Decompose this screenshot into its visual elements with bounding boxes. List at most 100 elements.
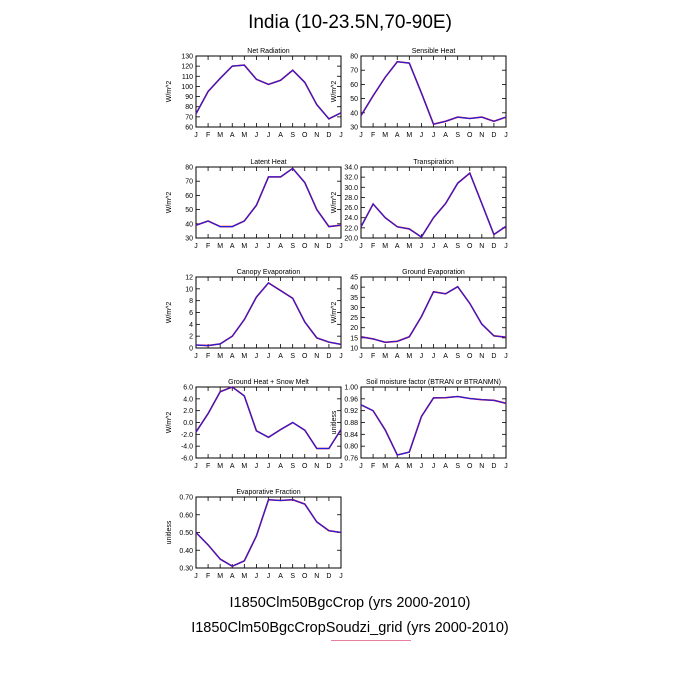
x-tick-label: M: [406, 353, 412, 360]
x-tick-label: O: [302, 132, 308, 139]
x-tick-label: S: [455, 463, 460, 470]
y-tick-label: 110: [182, 74, 193, 81]
x-tick-label: M: [241, 243, 247, 250]
x-tick-label: D: [491, 243, 496, 250]
y-tick-label: 10: [350, 346, 358, 353]
x-tick-label: A: [230, 573, 235, 580]
x-tick-label: M: [217, 132, 223, 139]
plot-frame: [195, 276, 342, 349]
series-line-2: [360, 395, 507, 456]
plot-frame: [360, 55, 507, 128]
x-tick-label: J: [359, 463, 363, 470]
x-tick-label: A: [443, 132, 448, 139]
y-tick-label: 0.76: [344, 456, 358, 463]
y-axis-label: W/m^2: [166, 302, 173, 324]
x-tick-label: D: [326, 243, 331, 250]
x-tick-label: S: [290, 463, 295, 470]
x-tick-label: M: [241, 353, 247, 360]
x-tick-label: J: [267, 573, 271, 580]
x-tick-label: J: [339, 243, 343, 250]
x-tick-label: F: [371, 463, 375, 470]
x-tick-label: S: [455, 132, 460, 139]
x-tick-label: J: [339, 463, 343, 470]
x-tick-label: A: [230, 463, 235, 470]
x-tick-label: O: [302, 573, 308, 580]
x-tick-label: N: [479, 463, 484, 470]
series-line-1: [195, 64, 342, 120]
y-tick-label: 4.0: [183, 396, 193, 403]
x-tick-label: A: [443, 463, 448, 470]
y-tick-label: 2.0: [183, 408, 193, 415]
x-tick-label: N: [314, 573, 319, 580]
y-tick-label: 50: [350, 96, 358, 103]
x-tick-label: S: [290, 132, 295, 139]
y-tick-label: 0.0: [183, 420, 193, 427]
y-tick-label: 60: [185, 193, 193, 200]
panel-ground-heat-snow-melt: Ground Heat + Snow Melt -6.0 -4.0 -2.0 0.0 2.…: [166, 379, 343, 470]
series-line-2: [360, 61, 507, 125]
x-tick-label: J: [432, 132, 436, 139]
x-tick-label: M: [382, 463, 388, 470]
plot-frame: [360, 276, 507, 349]
x-tick-label: A: [395, 132, 400, 139]
y-tick-label: 0.50: [179, 530, 193, 537]
x-tick-label: F: [206, 132, 210, 139]
x-tick-label: J: [339, 132, 343, 139]
y-tick-label: 10: [185, 286, 193, 293]
y-tick-label: 4: [189, 322, 193, 329]
y-tick-label: 70: [185, 179, 193, 186]
page-title: India (10-23.5N,70-90E): [248, 12, 452, 33]
y-tick-label: 6: [189, 310, 193, 317]
x-tick-label: S: [290, 243, 295, 250]
x-tick-label: M: [382, 353, 388, 360]
x-tick-label: O: [302, 463, 308, 470]
x-tick-label: M: [406, 463, 412, 470]
x-tick-label: M: [241, 463, 247, 470]
y-tick-label: 0.84: [344, 432, 358, 439]
y-tick-label: 130: [181, 54, 193, 61]
x-tick-label: O: [302, 243, 308, 250]
x-tick-label: J: [255, 353, 259, 360]
x-tick-label: J: [339, 353, 343, 360]
x-tick-label: F: [371, 243, 375, 250]
y-tick-label: 8: [189, 298, 193, 305]
x-tick-label: F: [371, 132, 375, 139]
y-tick-label: -2.0: [181, 432, 193, 439]
y-tick-label: 22.0: [344, 225, 358, 232]
x-tick-label: A: [278, 463, 283, 470]
x-tick-label: M: [406, 243, 412, 250]
series-line-2: [195, 167, 342, 228]
x-tick-label: M: [382, 132, 388, 139]
x-tick-label: O: [467, 132, 473, 139]
series-line-2: [195, 282, 342, 347]
x-tick-label: F: [206, 463, 210, 470]
x-tick-label: J: [255, 463, 259, 470]
y-axis-label: W/m^2: [166, 81, 173, 103]
x-tick-label: A: [278, 353, 283, 360]
y-axis-label: W/m^2: [166, 192, 173, 214]
x-tick-label: D: [491, 132, 496, 139]
x-tick-label: J: [504, 243, 508, 250]
y-tick-label: 0: [189, 346, 193, 353]
y-tick-label: 90: [185, 94, 193, 101]
y-tick-label: 24.0: [344, 215, 358, 222]
x-tick-label: A: [278, 243, 283, 250]
x-tick-label: A: [278, 132, 283, 139]
x-tick-label: D: [491, 353, 496, 360]
panel-title: Net Radiation: [247, 48, 290, 55]
x-tick-label: J: [359, 132, 363, 139]
series-line-2: [195, 499, 342, 567]
y-axis-label: unitless: [331, 410, 338, 434]
y-tick-label: 0.60: [179, 512, 193, 519]
x-tick-label: A: [230, 132, 235, 139]
y-tick-label: 80: [185, 165, 193, 172]
y-tick-label: 70: [350, 68, 358, 75]
x-tick-label: O: [302, 353, 308, 360]
y-tick-label: 40: [350, 285, 358, 292]
x-tick-label: M: [217, 243, 223, 250]
y-tick-label: 30: [185, 236, 193, 243]
x-tick-label: D: [326, 353, 331, 360]
